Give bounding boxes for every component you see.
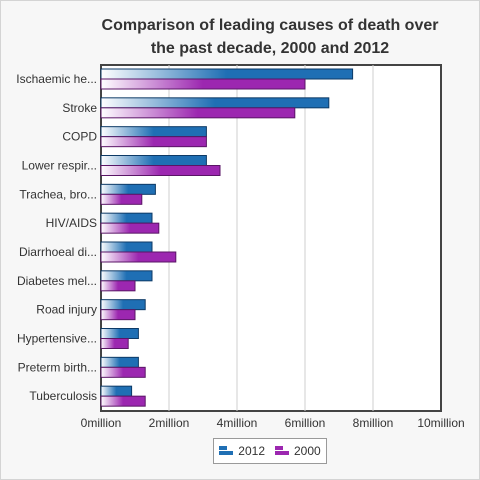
y-category-label: Diabetes mel... — [17, 274, 97, 288]
bar-2000-2[interactable] — [100, 136, 207, 148]
y-category-label: Ischaemic he... — [16, 72, 97, 86]
y-category-label: Preterm birth... — [18, 360, 97, 374]
y-category-label: Road injury — [36, 303, 97, 317]
bar-2000-4[interactable] — [100, 193, 143, 205]
y-category-label: Hypertensive... — [17, 332, 97, 346]
y-category-label: Tuberculosis — [29, 389, 97, 403]
bar-2000-1[interactable] — [100, 107, 296, 119]
bar-2000-11[interactable] — [100, 395, 146, 407]
bar-2012-10[interactable] — [100, 356, 139, 368]
legend-swatch-2012 — [219, 446, 234, 456]
y-category-label: Diarrhoeal di... — [19, 245, 97, 259]
legend-swatch-2000 — [275, 446, 289, 456]
bar-2012-5[interactable] — [100, 212, 153, 224]
x-tick-label: 2million — [149, 416, 190, 430]
x-tick-label: 4million — [217, 416, 258, 430]
legend-item-2000[interactable]: 2000 — [275, 444, 321, 458]
bar-2012-9[interactable] — [100, 328, 139, 339]
bar-2000-9[interactable] — [100, 338, 129, 349]
bar-2012-1[interactable] — [100, 97, 330, 109]
bar-2012-0[interactable] — [100, 68, 354, 80]
bar-2000-10[interactable] — [100, 366, 146, 378]
y-category-label: Stroke — [62, 101, 97, 115]
bar-2012-8[interactable] — [100, 299, 146, 311]
bar-2012-11[interactable] — [100, 385, 133, 397]
y-category-label: HIV/AIDS — [46, 216, 97, 230]
chart-title: Comparison of leading causes of death ov… — [101, 17, 439, 57]
legend-label-2012: 2012 — [238, 444, 265, 458]
bar-2000-6[interactable] — [100, 251, 177, 263]
bar-2000-5[interactable] — [100, 222, 160, 234]
bar-2012-4[interactable] — [100, 183, 156, 195]
y-category-label: Trachea, bro... — [19, 187, 97, 201]
bar-2000-8[interactable] — [100, 309, 136, 321]
x-tick-label: 0million — [81, 416, 122, 430]
legend-item-2012[interactable]: 2012 — [219, 444, 265, 458]
bar-2012-6[interactable] — [100, 241, 153, 253]
legend-label-2000: 2000 — [294, 444, 321, 458]
bar-2012-7[interactable] — [100, 270, 153, 282]
y-category-label: COPD — [62, 130, 97, 144]
bar-2012-3[interactable] — [100, 155, 207, 166]
bar-2000-3[interactable] — [100, 165, 221, 176]
x-tick-label: 6million — [285, 416, 326, 430]
y-category-label: Lower respir... — [22, 159, 97, 173]
x-tick-label: 8million — [353, 416, 394, 430]
bar-2000-7[interactable] — [100, 280, 136, 292]
bar-2012-2[interactable] — [100, 126, 207, 138]
plot-area — [100, 64, 442, 412]
bar-2000-0[interactable] — [100, 78, 306, 90]
legend: 2012 2000 — [213, 438, 327, 464]
x-tick-label: 10million — [417, 416, 464, 430]
